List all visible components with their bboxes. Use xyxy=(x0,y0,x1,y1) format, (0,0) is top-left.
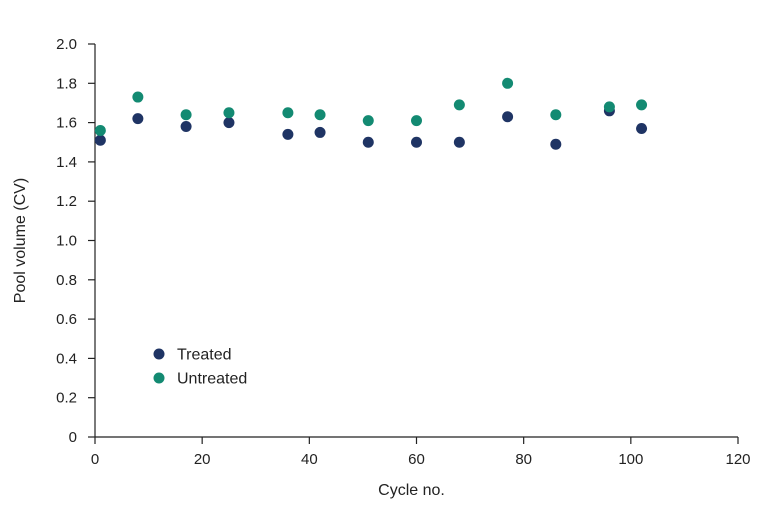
point-untreated xyxy=(223,107,235,119)
y-tick-label: 1.4 xyxy=(56,154,77,171)
point-untreated xyxy=(314,109,326,121)
ticks: 0 20 40 60 80 100 120 0 0.2 0.4 0.6 0.8 1.0 1.2 1.4 1.6… xyxy=(56,36,750,468)
legend-label-untreated: Untreated xyxy=(177,371,247,388)
point-untreated xyxy=(94,124,106,136)
series-treated xyxy=(94,105,648,150)
point-untreated xyxy=(550,109,562,121)
y-axis-title: Pool volume (CV) xyxy=(12,178,29,303)
point-treated xyxy=(411,136,422,148)
point-untreated xyxy=(636,99,648,111)
point-treated xyxy=(223,117,235,129)
point-treated xyxy=(502,111,514,123)
legend-marker-untreated xyxy=(153,372,165,384)
y-tick-label: 1.8 xyxy=(56,75,77,92)
legend-marker-treated xyxy=(153,348,165,360)
y-tick-label: 0.6 xyxy=(56,311,77,328)
x-tick-label: 120 xyxy=(725,451,750,468)
point-untreated xyxy=(603,101,615,113)
x-tick-label: 0 xyxy=(91,451,99,468)
point-treated xyxy=(94,134,106,146)
y-tick-label: 0.2 xyxy=(56,390,77,407)
point-untreated xyxy=(411,115,422,127)
y-tick-label: 0.8 xyxy=(56,272,77,289)
x-tick-label: 100 xyxy=(618,451,643,468)
y-tick-label: 1.2 xyxy=(56,193,77,210)
point-treated xyxy=(453,136,465,148)
point-untreated xyxy=(453,99,465,111)
x-tick-label: 80 xyxy=(515,451,532,468)
point-untreated xyxy=(132,91,144,103)
y-tick-label: 1.6 xyxy=(56,115,77,132)
y-tick-label: 2.0 xyxy=(56,36,77,53)
point-untreated xyxy=(502,77,514,89)
x-tick-label: 40 xyxy=(301,451,318,468)
point-treated xyxy=(362,136,374,148)
x-axis-title: Cycle no. xyxy=(378,482,445,499)
point-untreated xyxy=(180,109,192,121)
x-tick-label: 60 xyxy=(408,451,425,468)
point-treated xyxy=(636,122,648,134)
legend: Treated Untreated xyxy=(153,347,247,388)
point-treated xyxy=(314,126,326,138)
data-points xyxy=(94,77,648,150)
y-tick-label: 1.0 xyxy=(56,233,77,250)
series-untreated xyxy=(94,77,648,136)
x-tick-label: 20 xyxy=(194,451,211,468)
legend-label-treated: Treated xyxy=(177,347,232,364)
point-untreated xyxy=(362,115,374,127)
point-treated xyxy=(550,138,562,150)
point-treated xyxy=(132,113,144,125)
point-treated xyxy=(282,128,294,140)
point-treated xyxy=(180,121,192,133)
y-tick-label: 0 xyxy=(69,429,77,446)
point-untreated xyxy=(282,107,294,119)
y-tick-label: 0.4 xyxy=(56,350,77,367)
